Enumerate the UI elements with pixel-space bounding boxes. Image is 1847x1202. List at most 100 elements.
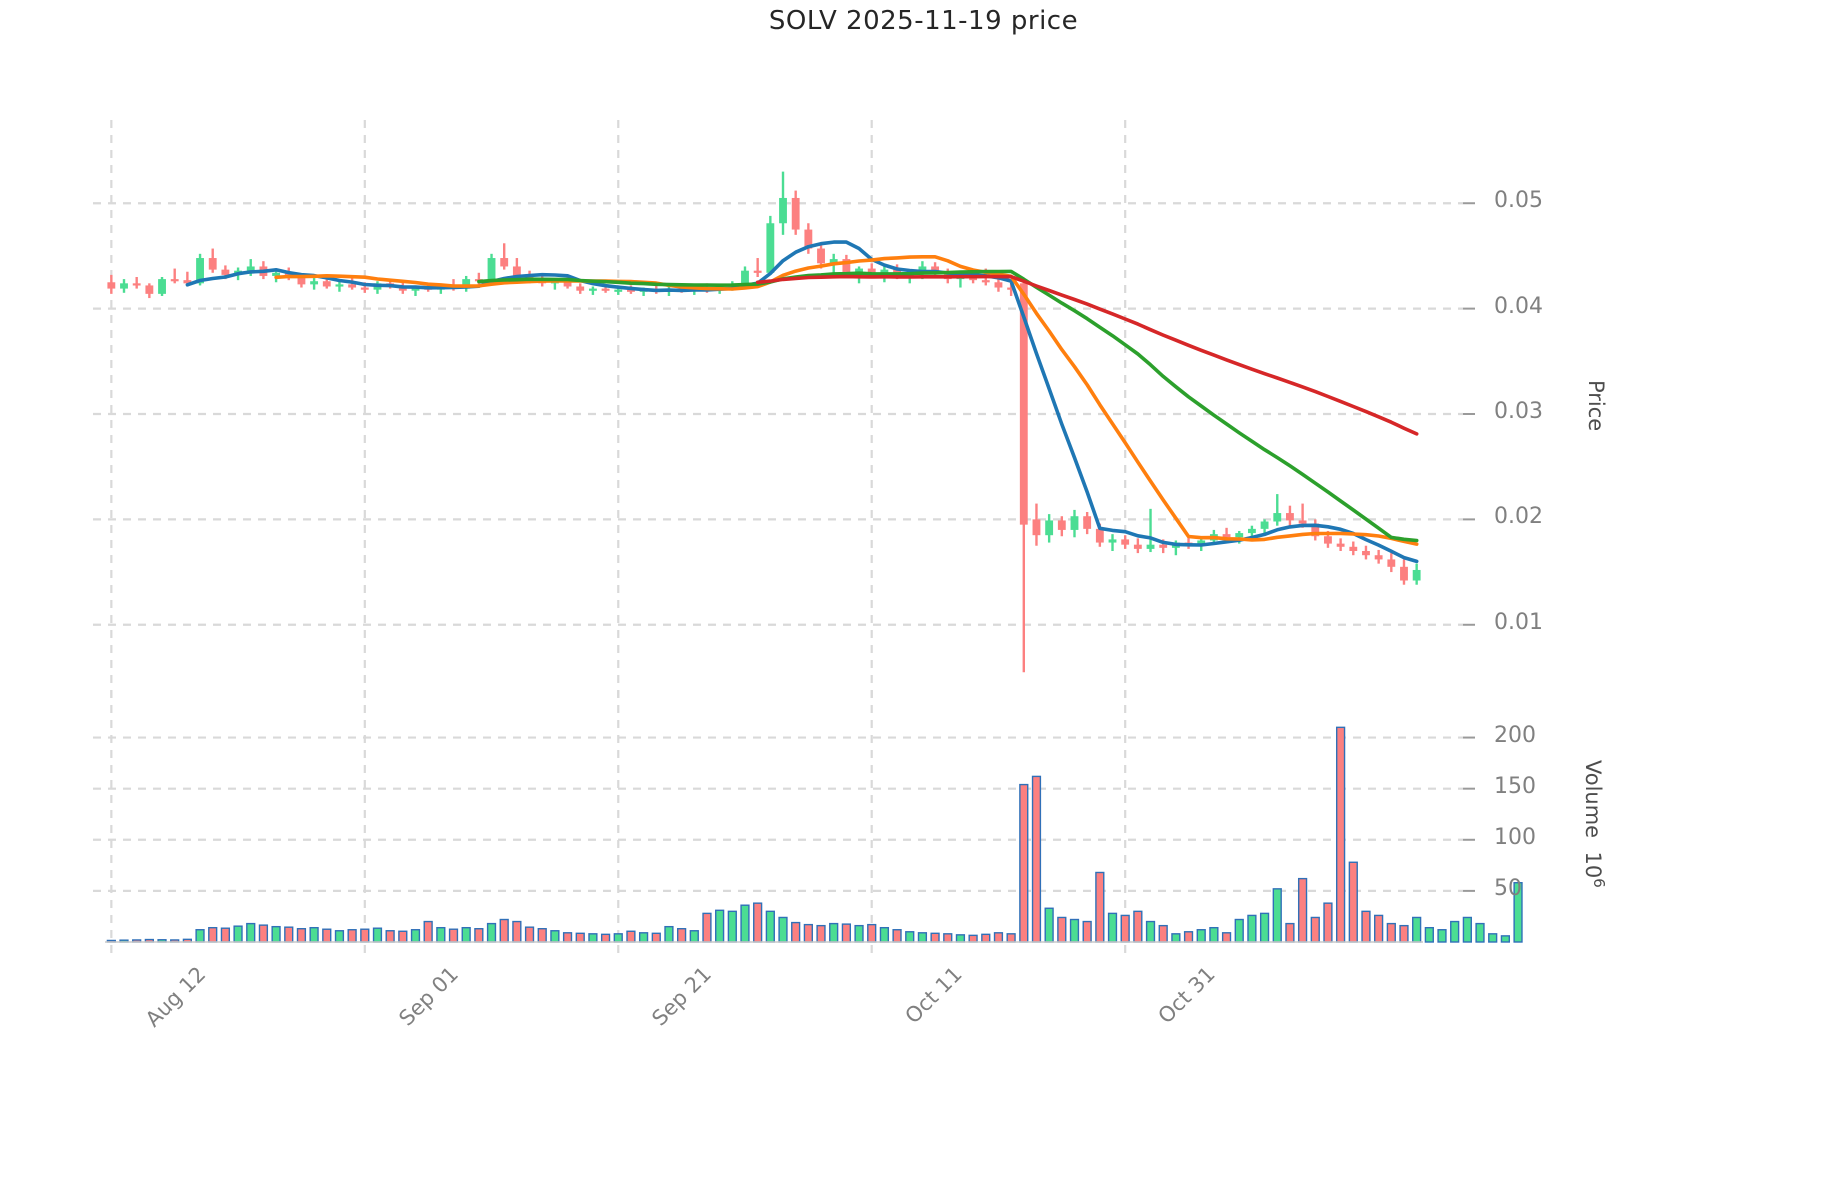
volume-bar	[220, 927, 231, 943]
price-tick-label-4: 0.01	[1494, 609, 1543, 635]
volume-bar	[1259, 912, 1270, 943]
volume-axis-title: Volume 106	[1581, 760, 1608, 888]
volume-bar	[715, 909, 725, 943]
volume-bar	[981, 933, 991, 943]
volume-bar	[1120, 914, 1130, 943]
volume-bar	[1412, 916, 1422, 943]
volume-bar	[968, 934, 978, 943]
volume-bar	[892, 929, 902, 943]
candle-body	[272, 272, 281, 276]
volume-bar	[1335, 726, 1346, 943]
candle-body	[1146, 544, 1155, 549]
volume-bar	[638, 932, 649, 943]
candle-body	[145, 285, 154, 294]
volume-bar	[1450, 920, 1460, 943]
candle-body	[1311, 523, 1320, 537]
price-tick-label-2: 0.03	[1494, 399, 1543, 424]
candle-body	[208, 258, 217, 270]
candle-body	[1400, 566, 1408, 581]
volume-bar	[1196, 929, 1206, 943]
volume-bar	[702, 912, 712, 943]
candle-body	[158, 279, 166, 294]
volume-bar	[791, 921, 801, 943]
candle-body	[1362, 551, 1370, 556]
volume-bar	[689, 930, 699, 943]
candle-body	[1159, 544, 1168, 548]
candle-body	[842, 259, 851, 273]
candle-body	[753, 270, 762, 273]
candle-body	[487, 258, 496, 282]
candle-body	[221, 269, 230, 275]
volume-tick-label-0: 200	[1494, 722, 1536, 748]
volume-bar	[1019, 783, 1029, 943]
candle-body	[196, 258, 204, 284]
volume-bar	[347, 929, 357, 943]
volume-bar	[854, 924, 864, 943]
ma-line-extra-long	[755, 274, 1419, 436]
candle-body	[1121, 539, 1130, 545]
volume-bar	[1348, 861, 1358, 943]
volume-bar	[233, 925, 243, 943]
volume-bar	[1374, 914, 1384, 943]
candle-body	[588, 288, 597, 291]
candle-body	[1083, 516, 1092, 529]
candle-body	[576, 286, 585, 291]
candle-body	[1374, 555, 1383, 560]
volume-bar	[296, 928, 307, 943]
volume-bar	[1234, 918, 1244, 943]
volume-bar	[993, 932, 1004, 943]
ma-line-mid	[274, 255, 1419, 546]
candle-body	[1045, 520, 1054, 536]
candle-body	[1349, 546, 1358, 551]
candle-body	[1032, 519, 1041, 536]
price-tick-label-1: 0.04	[1494, 293, 1543, 319]
candle-body	[1298, 520, 1307, 524]
candle-body	[741, 270, 749, 285]
volume-bar	[829, 922, 839, 943]
ma-line-short	[185, 240, 1419, 564]
volume-bar	[753, 902, 763, 943]
volume-bar	[499, 918, 509, 943]
candle-body	[512, 266, 521, 276]
volume-bar	[1361, 910, 1371, 943]
price-tick-label-3: 0.02	[1494, 504, 1543, 530]
volume-bar	[246, 922, 256, 943]
candle-body	[183, 280, 192, 284]
candle-body	[1070, 516, 1079, 530]
volume-bar	[474, 928, 484, 943]
candle-body	[614, 289, 623, 292]
volume-bar	[284, 926, 294, 943]
volume-bar	[423, 920, 433, 943]
candle-body	[1095, 528, 1104, 543]
candle-body	[1133, 544, 1142, 549]
volume-bar	[765, 910, 775, 943]
volume-bar	[448, 928, 459, 943]
volume-bar	[943, 933, 953, 943]
volume-tick-label-2: 100	[1494, 824, 1536, 850]
volume-bar	[651, 932, 661, 943]
volume-bar	[1437, 929, 1447, 943]
price-axis-title: Price	[1584, 380, 1608, 432]
candle-body	[779, 197, 787, 224]
volume-bar	[1031, 775, 1042, 943]
candle-body	[246, 266, 255, 271]
volume-bar	[841, 923, 852, 943]
volume-bar	[1145, 920, 1156, 943]
volume-bar	[512, 920, 522, 943]
volume-bar	[664, 925, 674, 943]
volume-bar	[562, 932, 573, 943]
volume-bar	[1006, 933, 1016, 943]
volume-bar	[322, 928, 332, 943]
volume-bar	[1095, 871, 1105, 943]
candle-body	[132, 283, 141, 286]
volume-bar	[360, 928, 370, 943]
volume-bar	[1424, 926, 1434, 943]
volume-bar	[385, 930, 395, 943]
candle-body	[120, 283, 128, 289]
volume-bar	[271, 925, 281, 943]
volume-bar	[1082, 920, 1092, 943]
volume-bar	[550, 930, 560, 943]
volume-bar	[398, 930, 408, 943]
volume-bar	[537, 928, 547, 943]
candle-body	[1260, 521, 1269, 529]
